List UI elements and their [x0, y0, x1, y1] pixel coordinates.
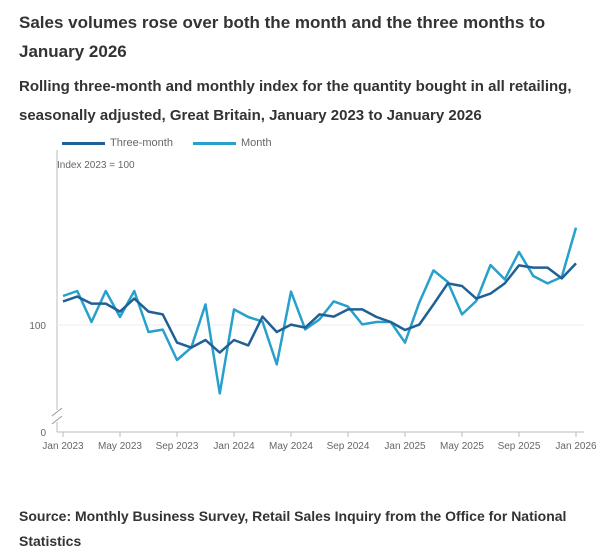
y-tick-label: 0 [40, 428, 46, 439]
y-tick-label: 100 [29, 321, 46, 332]
x-tick-label: May 2023 [98, 441, 142, 452]
legend-item-month: Month [192, 137, 272, 149]
legend-item-three-month: Three-month [62, 137, 173, 149]
x-tick-label: Jan 2025 [384, 441, 426, 452]
chart-title: Sales volumes rose over both the month a… [19, 13, 546, 61]
x-tick-label: Jan 2024 [213, 441, 255, 452]
x-tick-label: Jan 2023 [42, 441, 84, 452]
legend: Three-month Month [62, 137, 272, 149]
x-tick-label: May 2025 [440, 441, 484, 452]
series-line-three-month [62, 262, 577, 354]
x-tick-label: Jan 2026 [555, 441, 597, 452]
x-tick-label: Sep 2025 [498, 441, 541, 452]
x-tick-label: May 2024 [269, 441, 313, 452]
axis-break-mark [51, 407, 63, 425]
legend-label: Month [240, 137, 272, 149]
line-chart: Index 2023 = 100 100 0 Jan 2023 May 2023 Sep… [29, 150, 597, 452]
source-note: Source: Monthly Business Survey, Retail … [19, 508, 567, 549]
series-line-month [62, 227, 578, 395]
legend-swatch [62, 141, 105, 145]
x-tick-label: Sep 2024 [327, 441, 370, 452]
y-axis-label: Index 2023 = 100 [57, 160, 135, 171]
x-tick-label: Sep 2023 [156, 441, 199, 452]
chart-subtitle: Rolling three-month and monthly index fo… [19, 78, 572, 124]
legend-swatch [192, 141, 236, 145]
legend-label: Three-month [110, 137, 173, 149]
